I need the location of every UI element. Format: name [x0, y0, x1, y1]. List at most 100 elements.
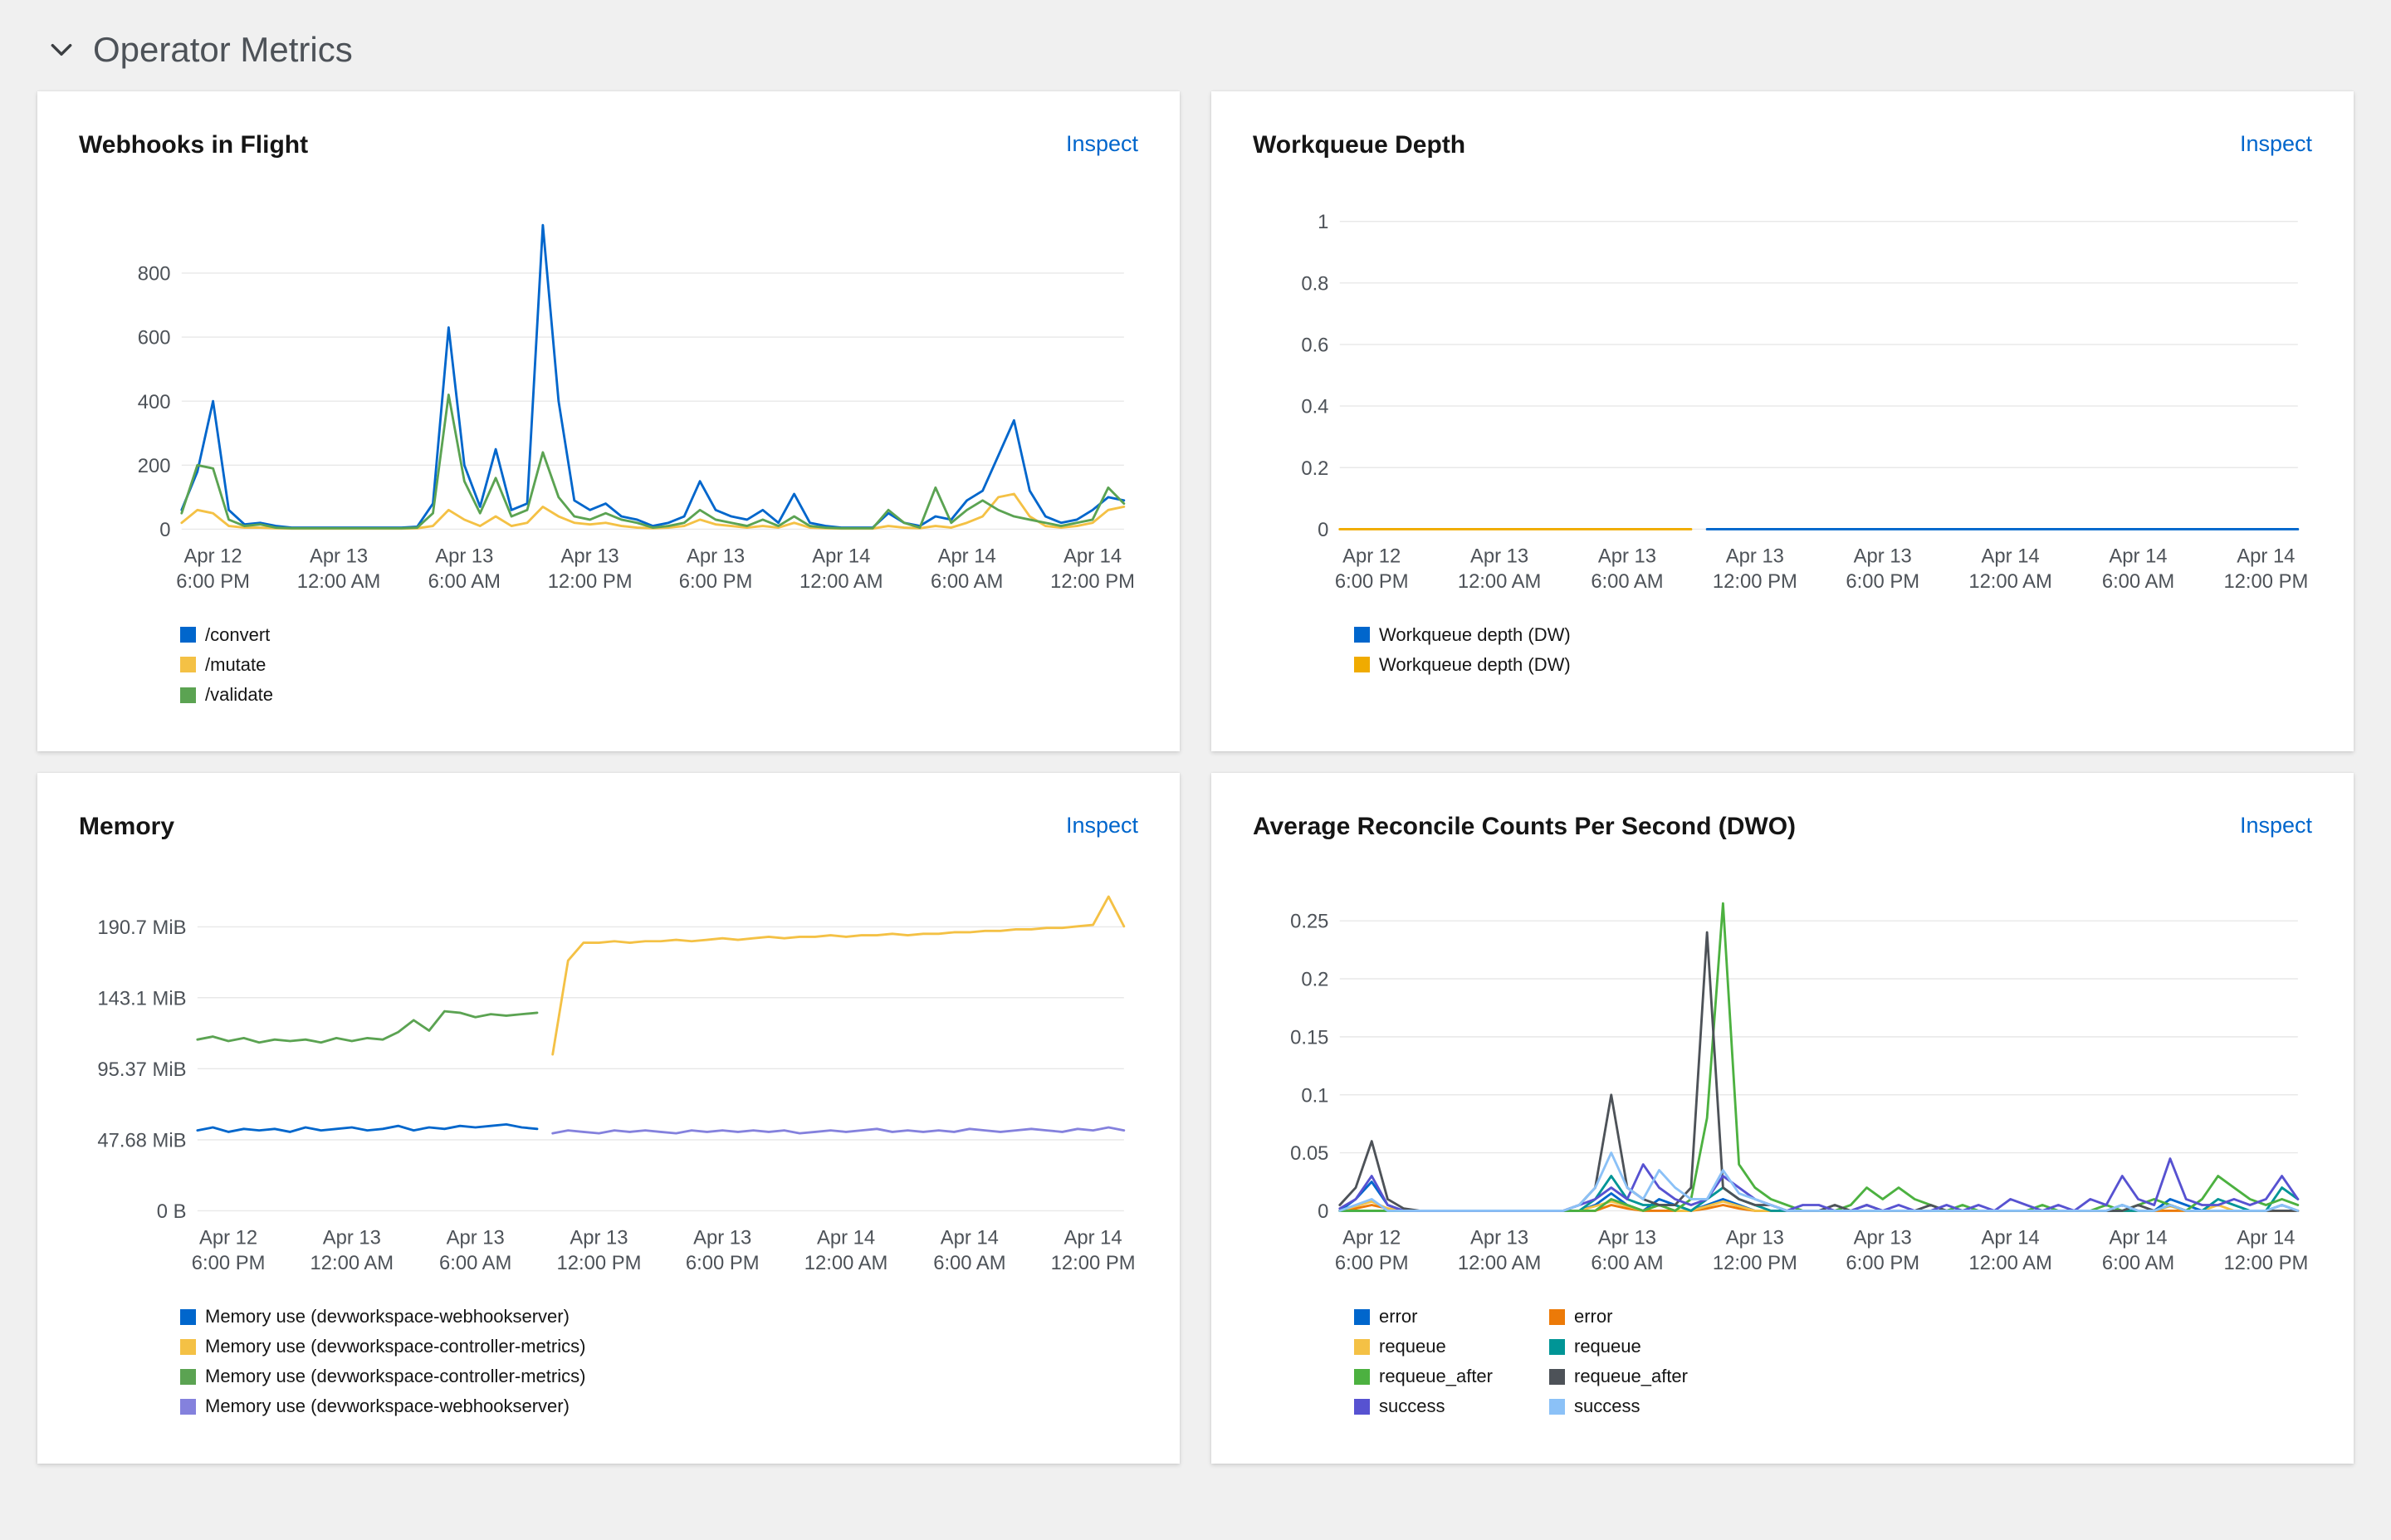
svg-text:Apr 14: Apr 14 [1982, 545, 2040, 567]
panel-header: Average Reconcile Counts Per Second (DWO… [1253, 813, 2312, 841]
panel-header: Webhooks in Flight Inspect [79, 131, 1138, 159]
svg-text:12:00 AM: 12:00 AM [1968, 570, 2052, 593]
svg-text:0.2: 0.2 [1301, 457, 1328, 480]
svg-text:Apr 14: Apr 14 [1982, 1227, 2040, 1249]
svg-text:6:00 AM: 6:00 AM [439, 1252, 511, 1274]
section-collapse-toggle[interactable] [48, 37, 75, 63]
svg-text:190.7 MiB: 190.7 MiB [97, 917, 186, 939]
svg-text:6:00 AM: 6:00 AM [1591, 1252, 1663, 1274]
svg-text:Apr 14: Apr 14 [2109, 1227, 2167, 1249]
svg-text:12:00 AM: 12:00 AM [310, 1252, 394, 1274]
legend-label: success [1574, 1396, 1640, 1417]
svg-text:6:00 PM: 6:00 PM [176, 570, 250, 593]
svg-text:12:00 AM: 12:00 AM [1458, 570, 1542, 593]
legend-swatch [1549, 1308, 1565, 1325]
svg-text:Apr 14: Apr 14 [2109, 545, 2167, 567]
svg-text:0.15: 0.15 [1290, 1027, 1328, 1049]
legend-swatch [1354, 1308, 1370, 1325]
svg-text:Apr 14: Apr 14 [1063, 545, 1122, 567]
memory-chart[interactable]: 0 B 47.68 MiB 95.37 MiB 143.1 MiB 190.7 MiB A… [79, 871, 1138, 1290]
chart-legend: error error requeue requeue requeue_after req… [1354, 1305, 2312, 1417]
legend-label: /validate [205, 684, 273, 706]
legend-swatch [1549, 1368, 1565, 1385]
svg-text:0.1: 0.1 [1301, 1085, 1328, 1107]
svg-text:Apr 13: Apr 13 [1470, 1227, 1528, 1249]
svg-text:12:00 PM: 12:00 PM [1051, 1252, 1136, 1274]
svg-text:Apr 13: Apr 13 [435, 545, 493, 567]
legend-item: Memory use (devworkspace-webhookserver) [180, 1396, 585, 1416]
svg-text:Apr 13: Apr 13 [310, 545, 368, 567]
svg-text:800: 800 [138, 263, 171, 286]
legend-item: /mutate [180, 654, 273, 675]
svg-text:0.8: 0.8 [1301, 272, 1328, 295]
chart-legend: Workqueue depth (DW) Workqueue depth (DW) [1354, 624, 2312, 675]
legend-label: requeue [1379, 1336, 1446, 1357]
svg-text:12:00 PM: 12:00 PM [2223, 1252, 2308, 1274]
legend-label: requeue_after [1379, 1366, 1493, 1387]
legend-item: Memory use (devworkspace-controller-metr… [180, 1366, 585, 1386]
legend-swatch [180, 657, 196, 673]
svg-text:6:00 AM: 6:00 AM [1591, 570, 1663, 593]
panel-title: Webhooks in Flight [79, 131, 309, 159]
workqueue-depth-chart[interactable]: 0 0.2 0.4 0.6 0.8 1 Apr 12 6:00 PM Apr 13 12:00 A… [1253, 189, 2312, 609]
inspect-link[interactable]: Inspect [1065, 813, 1138, 838]
legend-label: Workqueue depth (DW) [1379, 653, 1571, 675]
svg-text:Apr 13: Apr 13 [561, 545, 619, 567]
svg-text:12:00 AM: 12:00 AM [799, 570, 883, 593]
legend-item: requeue [1549, 1336, 1688, 1357]
legend-label: Memory use (devworkspace-webhookserver) [205, 1396, 570, 1417]
svg-text:12:00 PM: 12:00 PM [548, 570, 633, 593]
inspect-link[interactable]: Inspect [2239, 131, 2312, 156]
panel-title: Memory [79, 813, 175, 841]
svg-text:Apr 13: Apr 13 [1854, 545, 1912, 567]
legend-item: requeue [1354, 1336, 1549, 1357]
svg-text:Apr 13: Apr 13 [570, 1227, 628, 1249]
svg-text:0: 0 [1318, 519, 1328, 541]
legend-label: error [1379, 1305, 1418, 1327]
svg-text:6:00 PM: 6:00 PM [686, 1252, 760, 1274]
svg-text:0.25: 0.25 [1290, 911, 1328, 933]
legend-item: success [1354, 1396, 1549, 1416]
legend-swatch [1354, 627, 1370, 643]
svg-text:Apr 13: Apr 13 [1470, 545, 1528, 567]
legend-label: Memory use (devworkspace-webhookserver) [205, 1305, 570, 1327]
legend-item: /validate [180, 684, 273, 706]
legend-item: Workqueue depth (DW) [1354, 653, 1571, 675]
legend-label: error [1574, 1305, 1613, 1327]
svg-text:12:00 PM: 12:00 PM [557, 1252, 642, 1274]
legend-label: /convert [205, 623, 271, 645]
average-reconcile-counts-chart[interactable]: 0 0.05 0.1 0.15 0.2 0.25 Apr 12 6:00 PM Apr 13 12… [1253, 871, 2312, 1290]
inspect-link[interactable]: Inspect [1065, 131, 1138, 156]
legend-swatch [180, 687, 196, 703]
panel-average-reconcile-counts: Average Reconcile Counts Per Second (DWO… [1211, 773, 2354, 1464]
svg-text:Apr 14: Apr 14 [817, 1227, 875, 1249]
svg-text:Apr 12: Apr 12 [184, 545, 242, 567]
svg-text:Apr 13: Apr 13 [687, 545, 745, 567]
legend-swatch [180, 1399, 196, 1415]
panel-header: Memory Inspect [79, 813, 1138, 841]
svg-text:Apr 13: Apr 13 [447, 1227, 505, 1249]
legend-label: Memory use (devworkspace-controller-metr… [205, 1366, 586, 1387]
charts-grid: Webhooks in Flight Inspect 0 200 400 600 800… [0, 91, 2391, 1501]
legend-item: error [1549, 1305, 1688, 1327]
chart-legend: Memory use (devworkspace-webhookserver) M… [180, 1305, 1138, 1417]
legend-item: Memory use (devworkspace-controller-metr… [180, 1336, 585, 1357]
inspect-link[interactable]: Inspect [2239, 813, 2312, 838]
webhooks-in-flight-chart[interactable]: 0 200 400 600 800 Apr 12 6:00 PM Apr 13 12:00 AM… [79, 189, 1138, 609]
legend-swatch [180, 627, 196, 643]
svg-text:6:00 AM: 6:00 AM [933, 1252, 1005, 1274]
svg-text:0.6: 0.6 [1301, 334, 1328, 356]
legend-item: requeue_after [1354, 1366, 1549, 1386]
svg-text:600: 600 [138, 327, 171, 350]
panel-workqueue-depth: Workqueue Depth Inspect 0 0.2 0.4 0.6 0.8 1 Ap… [1211, 91, 2354, 752]
legend-swatch [180, 1308, 196, 1325]
svg-text:Apr 14: Apr 14 [941, 1227, 999, 1249]
legend-swatch [1354, 1338, 1370, 1355]
svg-text:12:00 PM: 12:00 PM [1713, 1252, 1797, 1274]
svg-text:6:00 PM: 6:00 PM [1335, 1252, 1409, 1274]
svg-text:12:00 AM: 12:00 AM [804, 1252, 888, 1274]
svg-text:400: 400 [138, 391, 171, 413]
svg-text:12:00 AM: 12:00 AM [1458, 1252, 1542, 1274]
svg-text:Apr 13: Apr 13 [1854, 1227, 1912, 1249]
legend-item: error [1354, 1305, 1549, 1327]
